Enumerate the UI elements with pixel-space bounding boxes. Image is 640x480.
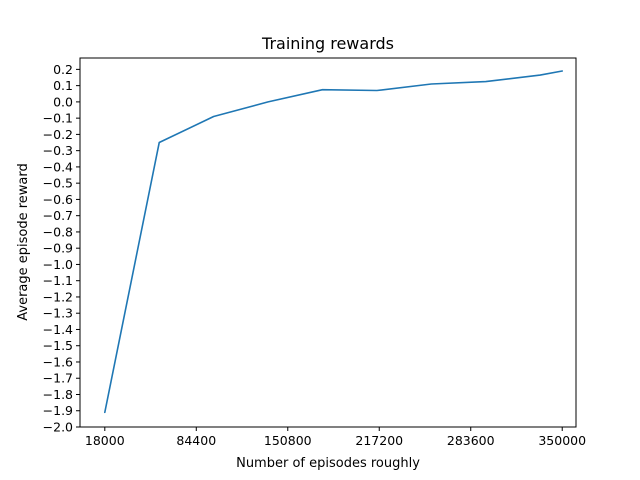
x-tick-label: 18000 (85, 433, 125, 448)
y-tick-label: −0.6 (43, 192, 73, 207)
y-tick-label: −1.9 (43, 403, 73, 418)
y-axis: 0.20.10.0−0.1−0.2−0.3−0.4−0.5−0.6−0.7−0.… (43, 62, 80, 435)
x-tick-label: 283600 (447, 433, 495, 448)
y-tick-label: −1.7 (43, 371, 73, 386)
y-tick-label: −1.0 (43, 257, 73, 272)
y-tick-label: −0.9 (43, 241, 73, 256)
plot-area (80, 58, 576, 427)
x-tick-label: 350000 (538, 433, 586, 448)
y-tick-label: −1.3 (43, 306, 73, 321)
y-tick-label: −1.5 (43, 338, 73, 353)
y-axis-title: Average episode reward (16, 163, 31, 321)
plot-frame (79, 57, 577, 428)
y-tick-label: −0.5 (43, 176, 73, 191)
x-tick-label: 217200 (355, 433, 403, 448)
y-tick-label: −0.7 (43, 208, 73, 223)
y-tick-label: −2.0 (43, 420, 73, 435)
y-tick-label: −1.8 (43, 387, 73, 402)
y-tick-label: −1.6 (43, 354, 73, 369)
x-axis-title: Number of episodes roughly (236, 456, 420, 471)
x-tick-label: 84400 (176, 433, 216, 448)
y-tick-label: −1.1 (43, 273, 73, 288)
y-tick-label: −0.8 (43, 224, 73, 239)
y-tick-label: −1.4 (43, 322, 73, 337)
y-tick-label: 0.2 (53, 62, 73, 77)
chart-title: Training rewards (261, 34, 394, 53)
y-tick-label: −0.4 (43, 159, 73, 174)
series-layer (104, 70, 564, 414)
y-tick-label: −0.2 (43, 127, 73, 142)
y-tick-label: 0.1 (53, 78, 73, 93)
y-tick-label: −0.1 (43, 111, 73, 126)
y-tick-label: 0.0 (53, 94, 73, 109)
x-tick-label: 150800 (264, 433, 312, 448)
y-tick-label: −0.3 (43, 143, 73, 158)
y-tick-label: −1.2 (43, 289, 73, 304)
series-line (104, 70, 564, 414)
x-axis: 18000 84400 150800 217200 283600 350000 (85, 427, 586, 448)
